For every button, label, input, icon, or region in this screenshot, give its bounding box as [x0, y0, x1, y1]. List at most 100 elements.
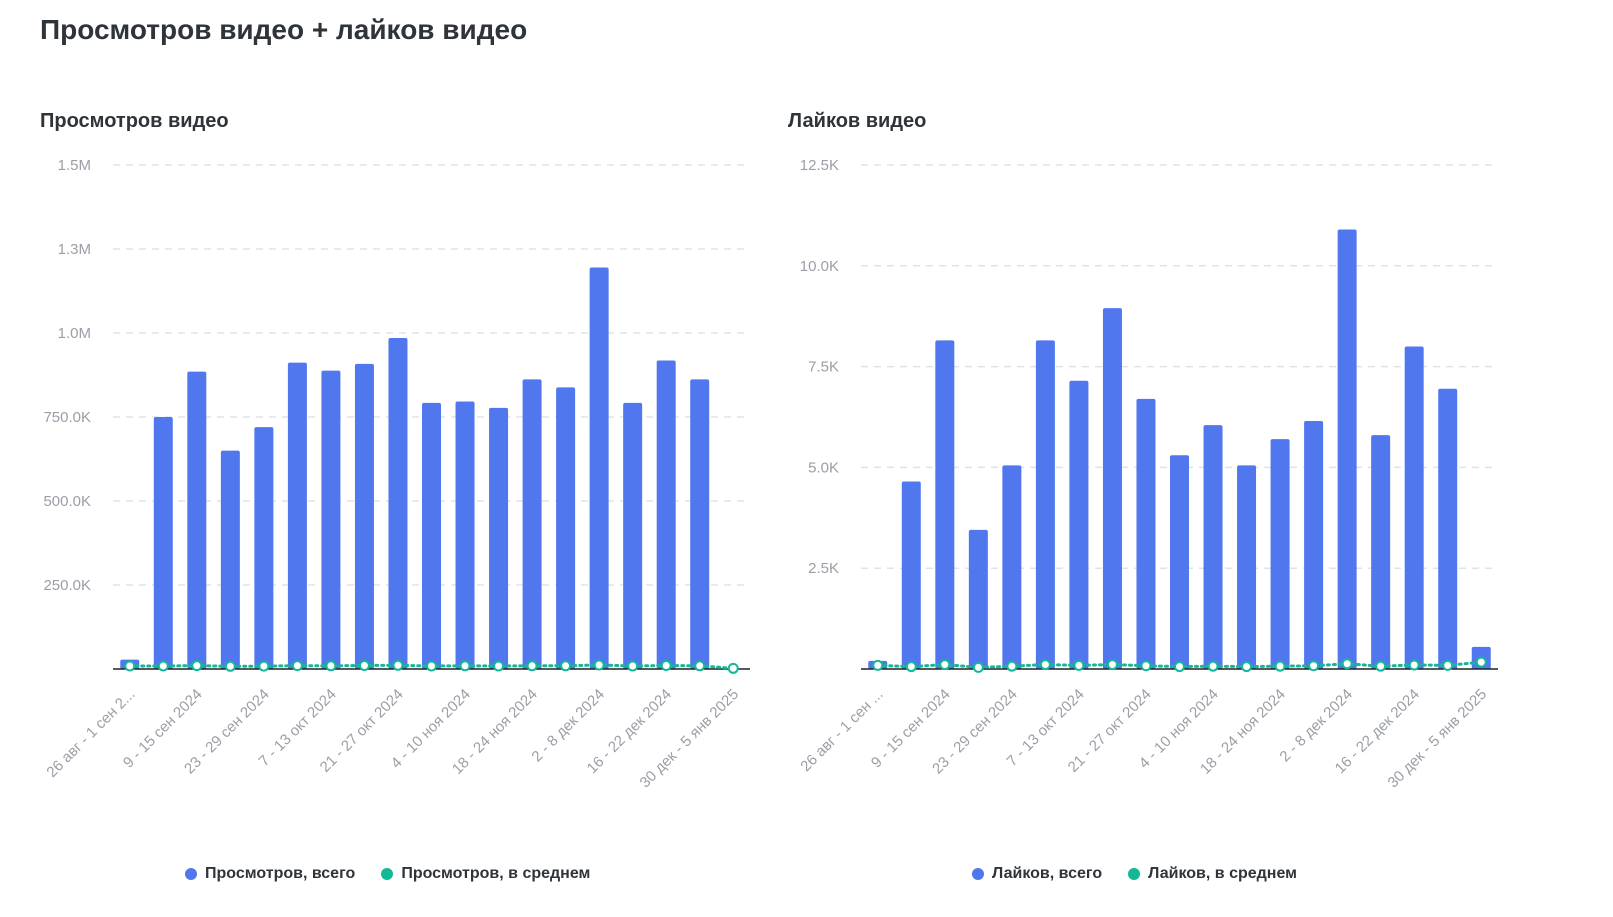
bar[interactable] — [388, 338, 408, 669]
bar[interactable] — [1136, 398, 1156, 669]
page-title: Просмотров видео + лайков видео — [40, 14, 528, 45]
average-point[interactable] — [493, 660, 505, 672]
y-tick-label: 1.0M — [58, 325, 91, 342]
average-point[interactable] — [1140, 660, 1152, 672]
average-point[interactable] — [1073, 659, 1085, 671]
bar[interactable] — [1002, 465, 1022, 669]
average-point[interactable] — [224, 660, 236, 672]
legend-item-views-total[interactable]: Просмотров, всего — [185, 865, 355, 883]
average-point[interactable] — [1006, 660, 1018, 672]
average-point[interactable] — [124, 660, 136, 672]
bar[interactable] — [1203, 425, 1223, 669]
y-tick-label: 500.0K — [43, 493, 91, 510]
bar[interactable] — [254, 427, 274, 669]
bar[interactable] — [935, 340, 955, 669]
legend-label: Просмотров, всего — [205, 865, 356, 882]
average-point[interactable] — [939, 659, 951, 671]
legend-label: Лайков, всего — [992, 865, 1103, 882]
bar[interactable] — [153, 417, 173, 669]
likes-chart-panel: Лайков видео 2.5K 5.0K 7.5K 10.0K 12.5K 26 ав… — [788, 110, 1580, 910]
views-chart-panel: Просмотров видео 250.0K 500.0K 750.0K 1.0M 1… — [40, 110, 800, 910]
bar[interactable] — [656, 360, 676, 669]
average-point[interactable] — [1106, 659, 1118, 671]
bar[interactable] — [1170, 455, 1189, 669]
bar[interactable] — [1237, 465, 1257, 669]
views-legend: Просмотров, всего Просмотров, в среднем — [185, 865, 590, 883]
bar[interactable] — [1438, 388, 1458, 669]
average-point[interactable] — [1375, 660, 1387, 672]
views-chart: 250.0K 500.0K 750.0K 1.0M 1.3M 1.5M 26 авг - 1… — [43, 157, 750, 791]
likes-chart-title: Лайков видео — [788, 110, 927, 132]
bar[interactable] — [623, 402, 643, 669]
y-tick-label: 12.5K — [800, 157, 839, 174]
average-point[interactable] — [1174, 661, 1185, 673]
legend-label: Лайков, в среднем — [1148, 865, 1297, 882]
bar[interactable] — [422, 402, 441, 669]
bar[interactable] — [1337, 229, 1357, 669]
bar[interactable] — [556, 387, 576, 669]
average-point[interactable] — [872, 659, 884, 671]
average-point[interactable] — [1207, 660, 1219, 672]
bar[interactable] — [1404, 346, 1424, 669]
average-point[interactable] — [593, 659, 605, 671]
average-point[interactable] — [426, 660, 437, 672]
bar[interactable] — [354, 363, 374, 669]
average-point[interactable] — [291, 660, 303, 672]
bar[interactable] — [968, 529, 988, 669]
legend-item-likes-total[interactable]: Лайков, всего — [972, 865, 1102, 883]
average-point[interactable] — [1274, 660, 1286, 672]
legend-dot-average — [1128, 868, 1141, 880]
y-tick-label: 5.0K — [808, 459, 839, 476]
bar[interactable] — [1270, 439, 1290, 669]
bar[interactable] — [1035, 340, 1055, 669]
average-point[interactable] — [358, 659, 370, 671]
average-point[interactable] — [392, 659, 404, 671]
average-point[interactable] — [258, 660, 270, 672]
bar[interactable] — [489, 407, 509, 669]
bar[interactable] — [589, 267, 609, 669]
y-tick-label: 1.3M — [58, 241, 91, 258]
y-tick-label: 750.0K — [43, 409, 91, 426]
bar[interactable] — [455, 401, 475, 669]
legend-item-views-average[interactable]: Просмотров, в среднем — [381, 865, 590, 883]
legend-dot-bar — [972, 868, 984, 880]
bar[interactable] — [690, 379, 710, 669]
average-point[interactable] — [1475, 656, 1487, 668]
bar[interactable] — [1304, 421, 1324, 669]
likes-legend: Лайков, всего Лайков, в среднем — [972, 865, 1297, 883]
average-point[interactable] — [694, 660, 706, 672]
views-chart-title: Просмотров видео — [40, 110, 229, 132]
average-point[interactable] — [972, 661, 984, 673]
average-point[interactable] — [1241, 661, 1253, 673]
average-point[interactable] — [660, 659, 672, 671]
average-point[interactable] — [325, 660, 337, 672]
average-point[interactable] — [1308, 660, 1320, 672]
average-point[interactable] — [560, 660, 572, 672]
bar[interactable] — [1371, 435, 1391, 669]
bar[interactable] — [187, 371, 207, 669]
legend-item-likes-average[interactable]: Лайков, в среднем — [1128, 865, 1297, 883]
average-point[interactable] — [1039, 659, 1051, 671]
bar[interactable] — [220, 450, 240, 669]
bar[interactable] — [1069, 380, 1089, 669]
y-tick-label: 250.0K — [43, 577, 91, 594]
bar[interactable] — [901, 481, 921, 669]
bar[interactable] — [287, 362, 307, 669]
bar[interactable] — [321, 370, 341, 669]
average-point[interactable] — [459, 660, 471, 672]
y-tick-label: 7.5K — [808, 359, 839, 376]
average-point[interactable] — [905, 661, 917, 673]
average-point[interactable] — [727, 662, 739, 674]
average-point[interactable] — [627, 660, 639, 672]
average-point[interactable] — [1442, 659, 1454, 671]
average-point[interactable] — [1408, 659, 1420, 671]
legend-dot-bar — [185, 868, 197, 880]
average-point[interactable] — [526, 660, 538, 672]
bar[interactable] — [522, 379, 542, 669]
average-point[interactable] — [157, 660, 169, 672]
y-tick-label: 1.5M — [58, 157, 91, 174]
average-point[interactable] — [191, 660, 203, 672]
y-tick-label: 10.0K — [800, 258, 839, 275]
average-point[interactable] — [1341, 658, 1353, 670]
bar[interactable] — [1102, 308, 1122, 669]
